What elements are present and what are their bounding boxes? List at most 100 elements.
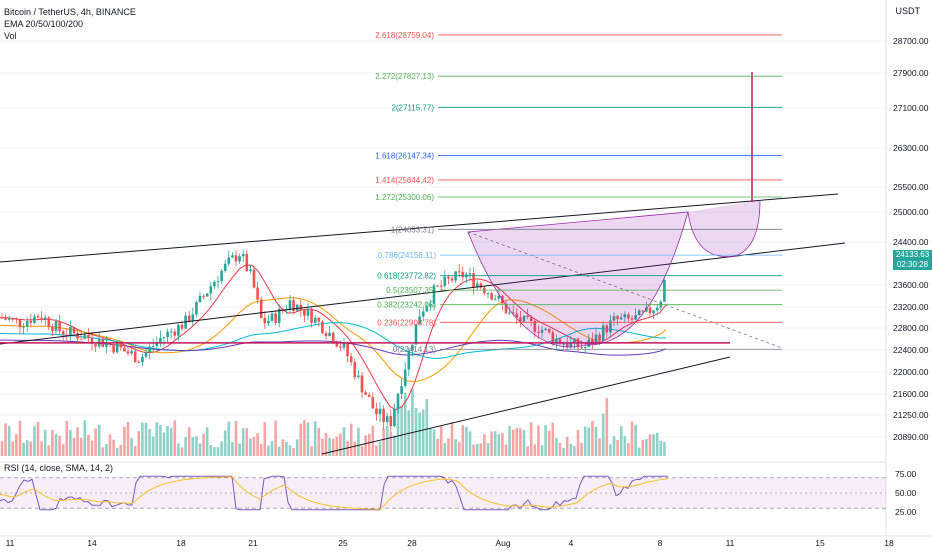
candle-body — [259, 299, 263, 318]
volume-bar — [227, 421, 231, 456]
volume-bar — [51, 429, 54, 456]
volume-bar — [403, 392, 407, 456]
candle-body — [79, 338, 83, 340]
candle-body — [162, 337, 166, 339]
price-tick-label: 20890.00 — [893, 432, 929, 442]
candle-body — [663, 279, 666, 302]
volume-bar — [252, 437, 256, 456]
time-tick-label: 14 — [87, 538, 97, 548]
ema-indicator-label[interactable]: EMA 20/50/100/200 — [4, 19, 84, 29]
volume-bar — [587, 427, 591, 456]
volume-bar — [393, 435, 396, 456]
candle-body — [155, 342, 159, 347]
volume-bar — [267, 445, 270, 456]
rsi-tick-label: 75.00 — [895, 469, 917, 479]
candle-body — [51, 326, 54, 331]
volume-bar — [115, 447, 119, 456]
candle-body — [457, 271, 461, 273]
volume-bar — [126, 421, 130, 456]
volume-bar — [583, 426, 587, 456]
volume-bar — [169, 427, 173, 456]
price-tick-label: 22400.00 — [893, 345, 929, 355]
candle-body — [270, 313, 274, 321]
candle-body — [580, 347, 583, 349]
volume-bar — [97, 424, 101, 456]
volume-bar — [504, 444, 508, 456]
volume-bar — [4, 423, 7, 456]
volume-bar — [637, 447, 641, 456]
volume-bar — [277, 446, 281, 456]
volume-bar — [202, 433, 205, 456]
volume-bar — [33, 426, 36, 456]
candle-body — [569, 342, 573, 348]
time-tick-label: 28 — [407, 538, 417, 548]
rsi-sma-line — [0, 476, 669, 510]
time-tick-label: 18 — [176, 538, 186, 548]
fib-level-label: 0.236(22908.78) — [377, 318, 436, 327]
volume-bar — [339, 433, 342, 456]
candle-body — [486, 293, 490, 295]
volume-bar — [54, 434, 58, 456]
volume-bar — [663, 442, 666, 456]
volume-bar — [299, 423, 303, 456]
time-tick-label: Aug — [495, 538, 510, 548]
candle-body — [36, 316, 40, 318]
rsi-indicator-label[interactable]: RSI (14, close, SMA, 14, 2) — [4, 463, 114, 473]
volume-bar — [83, 420, 87, 456]
volume-bar — [234, 420, 238, 456]
candle-body — [418, 316, 421, 325]
candle-body — [76, 333, 79, 339]
candle-body — [11, 318, 15, 320]
last-price-badge: 24133.63 02:30:28 — [893, 250, 932, 270]
candle-body — [537, 331, 540, 333]
candle-body — [7, 318, 11, 320]
candle-body — [252, 269, 256, 288]
candle-body — [519, 317, 522, 322]
candle-body — [43, 317, 47, 320]
candle-body — [511, 312, 515, 314]
candle-body — [558, 338, 562, 344]
candle-body — [461, 271, 465, 278]
candle-body — [375, 408, 378, 415]
time-tick-label: 4 — [569, 538, 574, 548]
candle-body — [508, 312, 511, 314]
candle-body — [403, 369, 407, 387]
candle-body — [414, 324, 418, 345]
candle-body — [544, 328, 547, 330]
channel-middle-line — [0, 242, 846, 345]
candle-body — [191, 314, 195, 322]
candle-body — [108, 342, 112, 345]
volume-bar — [151, 436, 155, 456]
candle-body — [231, 255, 234, 258]
volume-indicator-label[interactable]: Vol — [4, 31, 17, 41]
candle-body — [648, 307, 652, 314]
candle-body — [612, 316, 616, 321]
volume-bar — [303, 420, 306, 456]
volume-bar — [191, 436, 195, 456]
volume-bar — [241, 428, 245, 456]
candle-body — [205, 293, 209, 297]
volume-bar — [195, 436, 198, 456]
candle-body — [105, 342, 108, 347]
volume-bar — [421, 409, 425, 456]
candle-body — [425, 306, 429, 312]
volume-bar — [461, 425, 465, 456]
volume-bar — [144, 422, 148, 456]
volume-bar — [90, 440, 94, 456]
candle-body — [475, 283, 479, 287]
volume-bar — [591, 420, 594, 456]
volume-bar — [515, 427, 519, 456]
candle-body — [522, 315, 526, 322]
candle-body — [497, 296, 501, 299]
time-tick-label: 11 — [6, 538, 15, 548]
candle-body — [256, 287, 259, 300]
candle-body — [328, 332, 331, 336]
fib-level-label: 0.5(23507.35) — [386, 286, 436, 295]
candle-body — [526, 315, 529, 318]
candle-body — [655, 307, 659, 311]
symbol-title[interactable]: Bitcoin / TetherUS, 4h, BINANCE — [4, 7, 136, 17]
volume-bar — [483, 434, 486, 456]
volume-bar — [569, 443, 573, 456]
